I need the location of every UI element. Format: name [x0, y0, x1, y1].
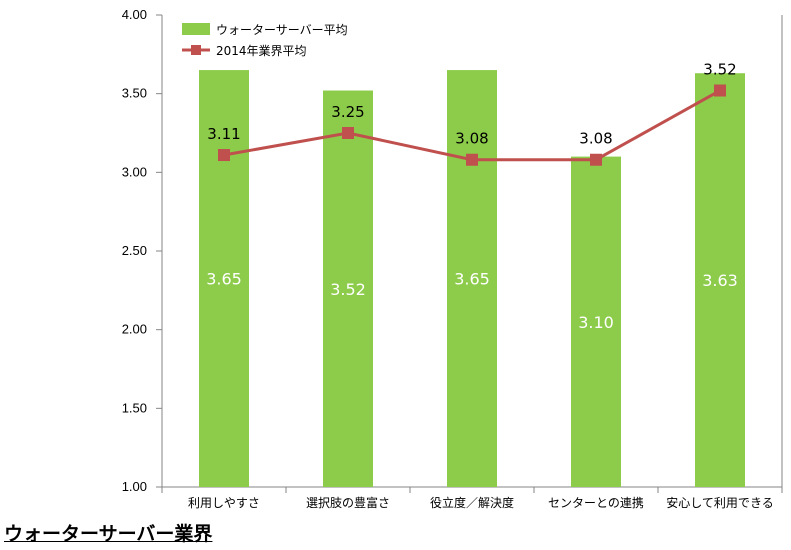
line-series: [218, 84, 726, 166]
y-tick-label: 3.00: [122, 164, 147, 179]
data-labels: 3.65 3.52 3.65 3.10 3.63 3.11 3.25 3.08 3.08 3.52: [206, 61, 738, 332]
bar: [695, 73, 745, 488]
legend-bar-label: ウォーターサーバー平均: [216, 23, 348, 37]
x-tick-label: 役立度／解決度: [430, 495, 514, 510]
bar: [323, 90, 373, 488]
legend: ウォーターサーバー平均 2014年業界平均: [182, 23, 348, 58]
y-tick-label: 3.50: [122, 86, 147, 101]
legend-bar-swatch: [182, 23, 210, 35]
y-tick-label: 2.00: [122, 322, 147, 337]
bar-data-label: 3.63: [702, 271, 738, 290]
bar: [199, 70, 249, 488]
x-tick-label: センターとの連携: [548, 495, 644, 510]
line-data-label: 3.08: [579, 130, 612, 148]
footer-title: ウォーターサーバー業界: [4, 523, 213, 545]
y-tick-label: 4.00: [122, 7, 147, 22]
y-tick-label: 2.50: [122, 243, 147, 258]
bar: [447, 70, 497, 488]
line-point: [590, 153, 602, 166]
chart: 1.00 1.50 2.00 2.50 3.00 3.50 4.00 利用しやすさ 選択肢の豊富…: [122, 7, 783, 510]
line-point: [218, 149, 230, 162]
bar-data-label: 3.52: [330, 280, 366, 299]
legend-line-label: 2014年業界平均: [216, 44, 307, 58]
y-tick-label: 1.00: [122, 479, 147, 494]
line-point: [342, 127, 354, 139]
x-tick-label: 安心して利用できる: [666, 495, 773, 510]
bar-data-label: 3.65: [206, 270, 242, 289]
line-data-label: 3.11: [207, 125, 240, 143]
bar-data-label: 3.65: [454, 270, 490, 289]
axes: 1.00 1.50 2.00 2.50 3.00 3.50 4.00 利用しやすさ 選択肢の豊富…: [122, 7, 783, 510]
line-data-label: 3.08: [455, 130, 488, 148]
line-data-label: 3.25: [331, 103, 364, 121]
legend-line-marker: [191, 45, 201, 55]
bar-data-label: 3.10: [578, 313, 614, 332]
y-tick-label: 1.50: [122, 400, 147, 415]
x-tick-label: 利用しやすさ: [188, 496, 260, 510]
bar: [571, 156, 621, 487]
x-tick-label: 選択肢の豊富さ: [306, 495, 390, 510]
line-point: [714, 84, 726, 97]
line-point: [466, 153, 478, 166]
bars: [199, 70, 745, 488]
line-data-label: 3.52: [703, 61, 736, 79]
